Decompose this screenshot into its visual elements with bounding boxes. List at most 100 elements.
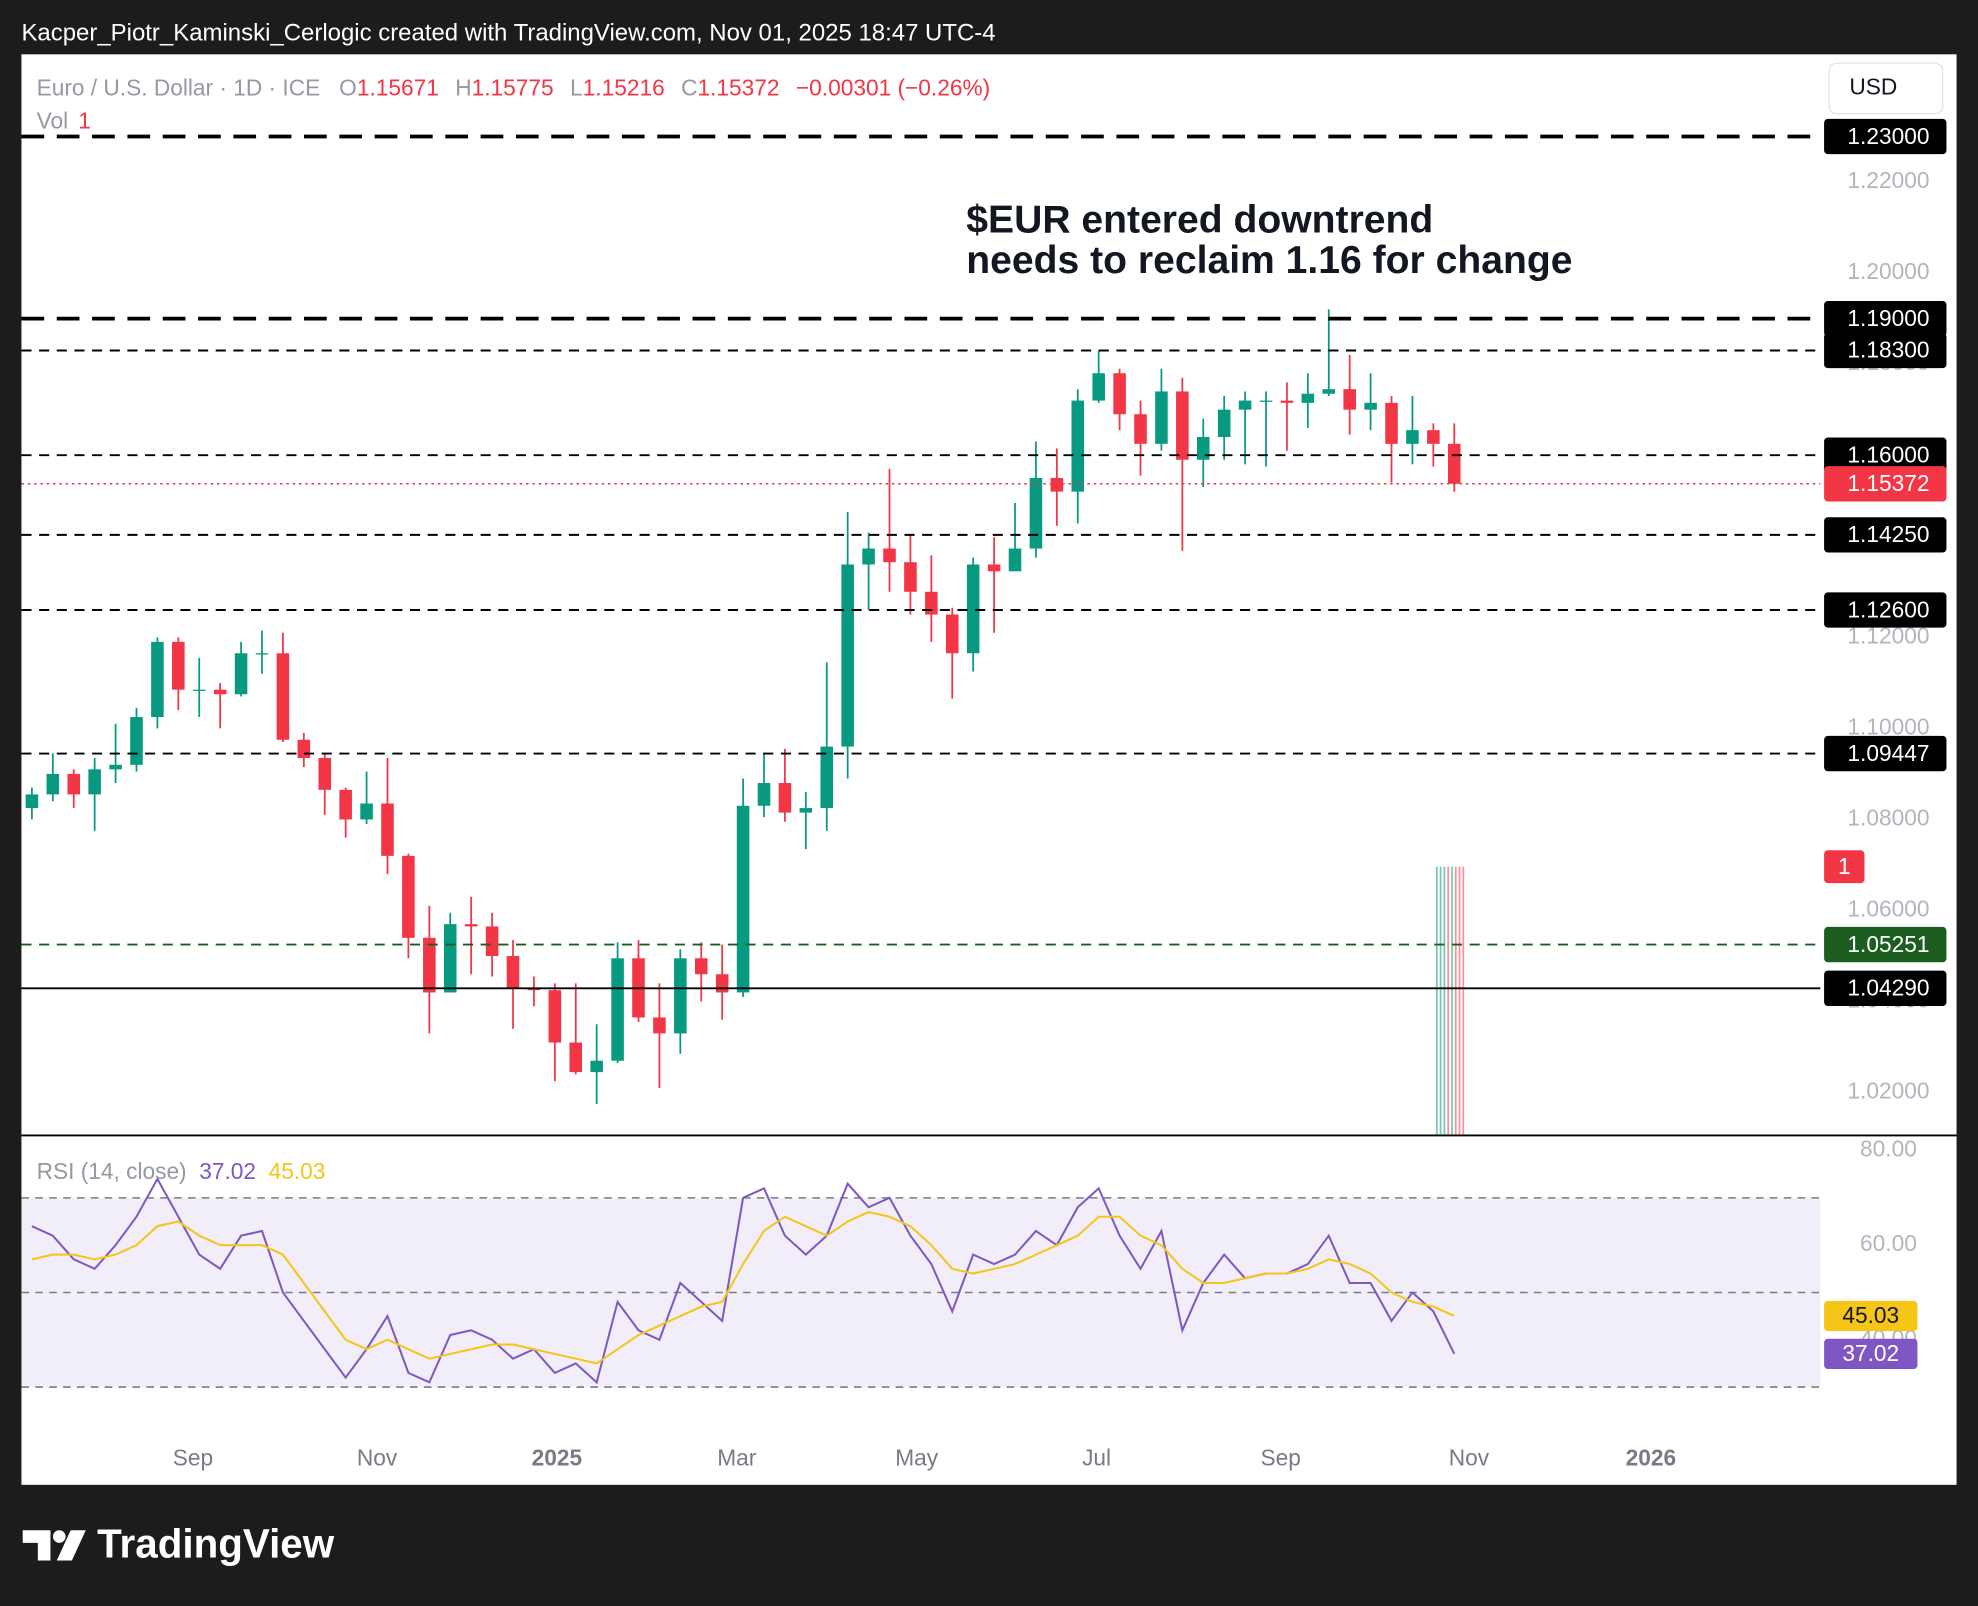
candle-body — [297, 739, 311, 758]
rsi-legend: RSI (14, close) 37.02 45.03 — [37, 1158, 326, 1184]
candle-body — [192, 689, 206, 691]
y-tick-label: 1.20000 — [1847, 258, 1929, 284]
high-value: 1.15775 — [472, 75, 554, 101]
candle-body — [1322, 389, 1336, 394]
candle-body — [130, 716, 143, 765]
candle-body — [67, 773, 81, 795]
candle-body — [590, 1060, 603, 1073]
annotation-line: needs to reclaim 1.16 for change — [966, 239, 1572, 282]
candle-body — [1385, 402, 1398, 444]
volume-value: 1 — [78, 107, 91, 133]
level-label: 1.23000 — [1847, 123, 1929, 149]
candle-body — [925, 591, 938, 615]
candle-body — [715, 974, 729, 993]
candle-body — [862, 548, 875, 565]
level-label: 1.09447 — [1847, 740, 1929, 766]
annotation-line: $EUR entered downtrend — [966, 198, 1433, 241]
candle-body — [276, 653, 290, 740]
level-label-box — [1824, 970, 1947, 1007]
candle-body — [1113, 373, 1126, 415]
ohlc-letter: H — [455, 75, 471, 101]
level-label: 1.16000 — [1847, 441, 1929, 467]
candle-body — [820, 746, 834, 809]
volume-legend: Vol 1 — [37, 107, 91, 133]
rsi-title: RSI (14, close) — [37, 1158, 187, 1184]
y-tick-label: 1.10000 — [1847, 713, 1929, 739]
logo-shape — [22, 1530, 51, 1561]
candle-body — [213, 689, 227, 695]
level-label-box — [1824, 592, 1947, 628]
level-label: 1.18300 — [1847, 337, 1929, 363]
rsi-line — [31, 1210, 1455, 1365]
x-tick-label: Nov — [357, 1445, 398, 1471]
candle-body — [151, 641, 164, 717]
x-tick-label: Jul — [1082, 1445, 1111, 1471]
currency-button[interactable] — [1828, 62, 1944, 115]
rsi-line — [31, 1176, 1456, 1385]
candle-body — [381, 803, 394, 856]
candle-body — [1217, 409, 1231, 437]
x-tick-label: May — [895, 1445, 939, 1471]
level-label-box — [1824, 517, 1947, 553]
candle-body — [339, 789, 352, 820]
rsi-value-box — [1824, 1338, 1918, 1369]
volume-badge — [1824, 850, 1865, 884]
candle-body — [485, 926, 499, 957]
rsi-value-label: 45.03 — [1842, 1302, 1899, 1328]
candle-body — [611, 958, 624, 1061]
rsi-value-box — [1824, 1300, 1918, 1332]
candle-body — [506, 956, 520, 988]
logo-shape — [52, 1530, 66, 1543]
x-tick-label: Sep — [173, 1445, 213, 1471]
y-tick-label: 1.02000 — [1847, 1078, 1929, 1104]
candle-body — [464, 924, 478, 927]
level-label-box — [1824, 300, 1947, 337]
y-tick-label: 1.06000 — [1847, 895, 1929, 921]
candle-body — [757, 783, 771, 806]
candle-body — [966, 564, 980, 654]
level-label-box — [1824, 437, 1947, 473]
close-value: 1.15372 — [698, 75, 780, 101]
volume-bars — [1435, 866, 1465, 1136]
candle-body — [360, 803, 373, 820]
level-label-box — [1824, 926, 1947, 963]
candle-body — [318, 757, 332, 790]
ohlc-letter: O — [339, 75, 357, 101]
candle-body — [1427, 430, 1440, 444]
candle-body — [1238, 400, 1252, 410]
candle-body — [423, 937, 436, 993]
candle-body — [402, 855, 415, 938]
level-label-box — [1824, 735, 1947, 772]
candle-body — [109, 764, 122, 770]
candle-body — [46, 773, 60, 795]
candle-body — [1447, 443, 1461, 484]
candle-body — [88, 769, 101, 795]
currency-label[interactable]: USD — [1849, 73, 1897, 99]
x-tick-label: Mar — [717, 1445, 757, 1471]
open-value: 1.15671 — [357, 75, 439, 101]
candle-body — [653, 1017, 666, 1034]
last-price-box — [1824, 466, 1947, 502]
author-line: Kacper_Piotr_Kaminski_Cerlogic created w… — [21, 19, 995, 46]
ohlc-letter: C — [681, 75, 697, 101]
candle-body — [234, 653, 248, 695]
candle-body — [25, 794, 39, 809]
candle-body — [1176, 391, 1189, 460]
rsi-tick-label: 60.00 — [1860, 1230, 1917, 1256]
level-label: 1.04290 — [1847, 975, 1929, 1001]
y-tick-label: 1.22000 — [1847, 167, 1929, 193]
low-value: 1.15216 — [583, 75, 665, 101]
candle-body — [883, 548, 896, 563]
brand-name: TradingView — [97, 1520, 335, 1566]
ohlc-letter: L — [570, 75, 583, 101]
candle-body — [736, 805, 750, 993]
candle-body — [778, 783, 792, 813]
logo-shape — [56, 1530, 86, 1561]
candle-body — [172, 641, 185, 690]
candle-body — [1301, 393, 1315, 403]
candle-body — [548, 990, 562, 1043]
x-tick-label: Nov — [1449, 1445, 1490, 1471]
